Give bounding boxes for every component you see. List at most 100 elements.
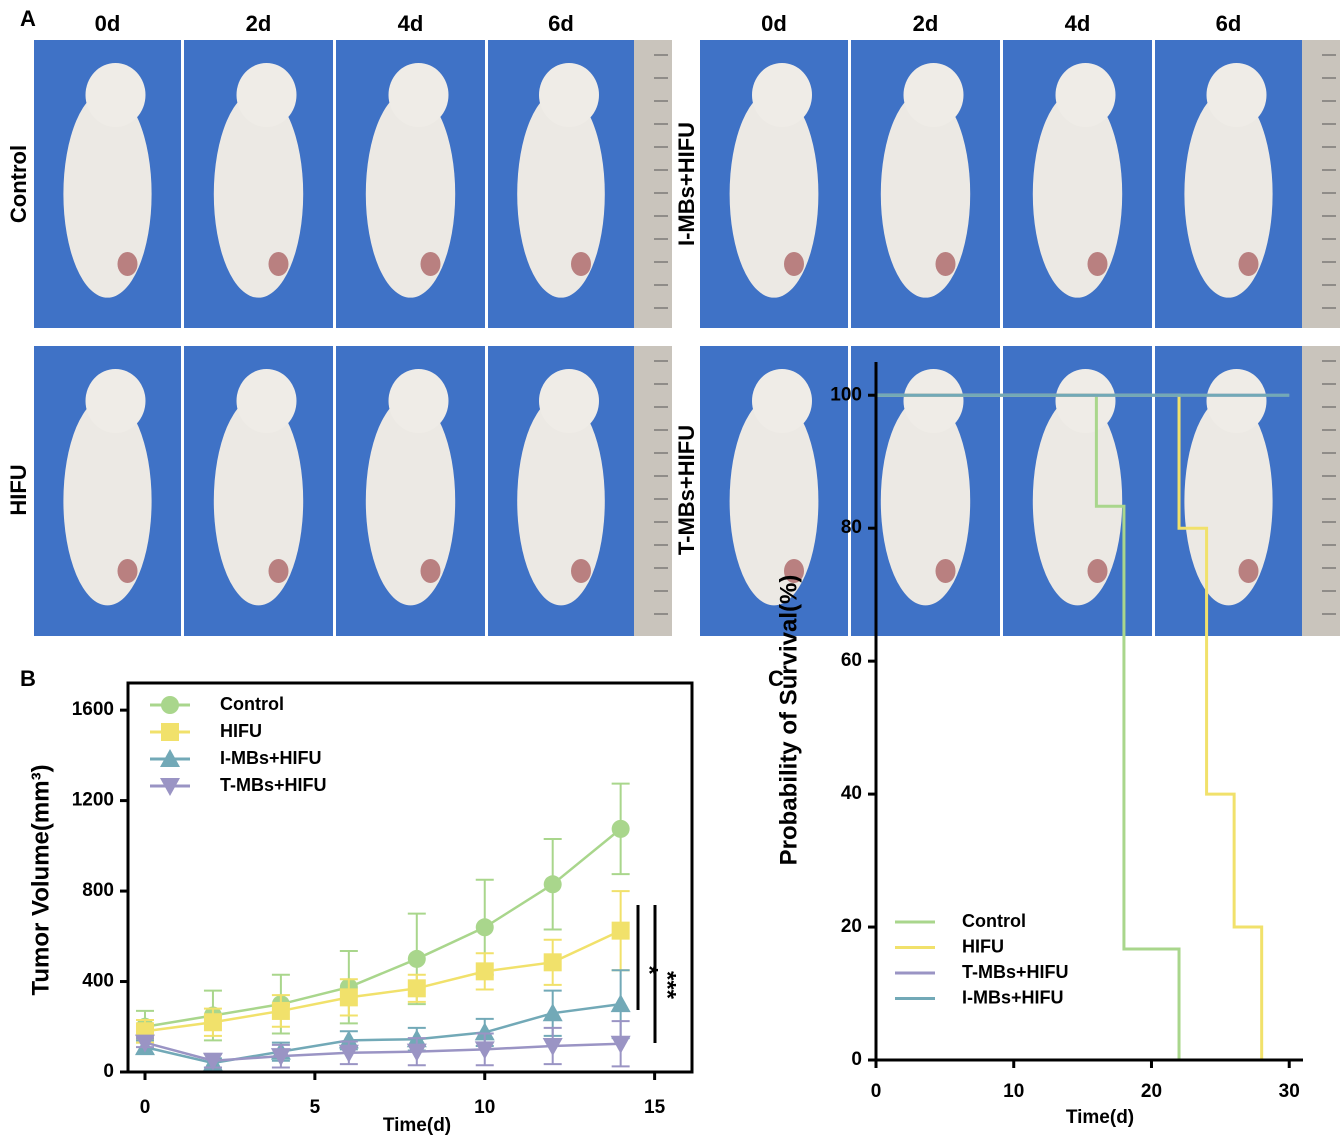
x-axis-title: Time(d) bbox=[383, 1115, 451, 1136]
x-tick-label: 5 bbox=[310, 1097, 321, 1118]
y-tick-label: 80 bbox=[841, 517, 862, 538]
tumor bbox=[1087, 559, 1108, 583]
legend-label: Control bbox=[220, 694, 284, 714]
mouse-body bbox=[880, 396, 971, 606]
marker bbox=[338, 1044, 359, 1063]
mouse-body bbox=[365, 90, 456, 298]
x-tick-label: 20 bbox=[1141, 1081, 1162, 1102]
column-header: 0d bbox=[761, 11, 787, 36]
mouse-head bbox=[752, 63, 812, 127]
marker bbox=[203, 1013, 222, 1032]
legend-label: HIFU bbox=[962, 936, 1004, 956]
tumor bbox=[784, 252, 804, 276]
tumor bbox=[935, 252, 956, 276]
series-line bbox=[144, 1041, 621, 1062]
mouse-body bbox=[517, 90, 605, 298]
x-tick-label: 10 bbox=[1003, 1081, 1024, 1102]
column-header: 0d bbox=[95, 11, 121, 36]
legend-label: T-MBs+HIFU bbox=[962, 962, 1069, 982]
column-header: 6d bbox=[1216, 11, 1242, 36]
mouse-body bbox=[1184, 90, 1273, 298]
significance-label: * bbox=[636, 965, 663, 975]
mouse-body bbox=[517, 396, 605, 606]
marker bbox=[610, 994, 631, 1013]
marker bbox=[611, 921, 630, 940]
x-tick-label: 15 bbox=[644, 1097, 666, 1118]
y-tick-label: 1200 bbox=[72, 790, 114, 811]
y-tick-label: 1600 bbox=[72, 699, 114, 720]
marker bbox=[474, 1022, 495, 1041]
marker bbox=[161, 696, 179, 714]
mouse-head bbox=[388, 63, 449, 127]
marker bbox=[271, 1001, 290, 1020]
mouse-head bbox=[85, 63, 146, 127]
y-tick-label: 0 bbox=[103, 1061, 114, 1082]
marker bbox=[407, 949, 426, 968]
mouse-body bbox=[729, 396, 819, 606]
marker bbox=[270, 1048, 291, 1067]
mouse-head bbox=[1055, 369, 1116, 433]
marker bbox=[542, 1003, 563, 1022]
y-tick-label: 800 bbox=[82, 880, 114, 901]
mouse-head bbox=[539, 369, 599, 433]
tumor bbox=[784, 559, 804, 583]
significance-label: *** bbox=[654, 971, 681, 1000]
mouse-head bbox=[236, 369, 297, 433]
y-tick-label: 100 bbox=[830, 384, 862, 405]
tumor bbox=[117, 252, 138, 276]
x-tick-label: 0 bbox=[140, 1097, 151, 1118]
marker bbox=[160, 749, 180, 767]
mouse-head bbox=[1206, 369, 1267, 433]
mouse-head bbox=[1206, 63, 1267, 127]
mouse-head bbox=[85, 369, 146, 433]
mouse-body bbox=[365, 396, 456, 606]
legend-label: HIFU bbox=[220, 721, 262, 741]
y-tick-label: 40 bbox=[841, 783, 862, 804]
tumor bbox=[571, 252, 591, 276]
x-tick-label: 10 bbox=[474, 1097, 495, 1118]
mouse-body bbox=[880, 90, 971, 298]
ruler bbox=[634, 346, 672, 636]
column-header: 4d bbox=[398, 11, 424, 36]
marker bbox=[611, 819, 630, 838]
mouse-head bbox=[236, 63, 297, 127]
tumor bbox=[1087, 252, 1108, 276]
mouse-body bbox=[63, 90, 152, 298]
mouse-body bbox=[213, 396, 304, 606]
panel-label: B bbox=[20, 666, 36, 691]
tumor bbox=[420, 559, 441, 583]
column-header: 6d bbox=[548, 11, 574, 36]
x-tick-label: 30 bbox=[1279, 1081, 1300, 1102]
marker bbox=[474, 1041, 495, 1060]
row-label: T-MBs+HIFU bbox=[674, 425, 699, 555]
tumor bbox=[420, 252, 441, 276]
row-label: Control bbox=[6, 145, 31, 223]
panel-label: A bbox=[20, 6, 36, 31]
legend-label: Control bbox=[962, 911, 1026, 931]
y-tick-label: 60 bbox=[841, 650, 862, 671]
tumor bbox=[1238, 559, 1259, 583]
mouse-head bbox=[752, 369, 812, 433]
row-label: I-MBs+HIFU bbox=[674, 122, 699, 246]
marker bbox=[161, 723, 179, 741]
ruler bbox=[634, 40, 672, 328]
marker bbox=[407, 979, 426, 998]
axes bbox=[874, 362, 1303, 1062]
tumor bbox=[117, 559, 138, 583]
mouse-body bbox=[729, 90, 819, 298]
marker bbox=[339, 988, 358, 1007]
mouse-head bbox=[1055, 63, 1116, 127]
series-line bbox=[144, 929, 622, 1033]
ruler bbox=[1302, 40, 1340, 328]
mouse-head bbox=[903, 369, 964, 433]
x-tick-label: 0 bbox=[871, 1081, 882, 1102]
column-header: 4d bbox=[1065, 11, 1091, 36]
marker bbox=[475, 962, 494, 981]
tumor bbox=[268, 559, 289, 583]
marker bbox=[202, 1052, 223, 1071]
marker bbox=[134, 1034, 155, 1053]
tumor bbox=[268, 252, 289, 276]
y-tick-label: 20 bbox=[841, 916, 862, 937]
legend-label: I-MBs+HIFU bbox=[962, 987, 1064, 1007]
mouse-body bbox=[63, 396, 152, 606]
